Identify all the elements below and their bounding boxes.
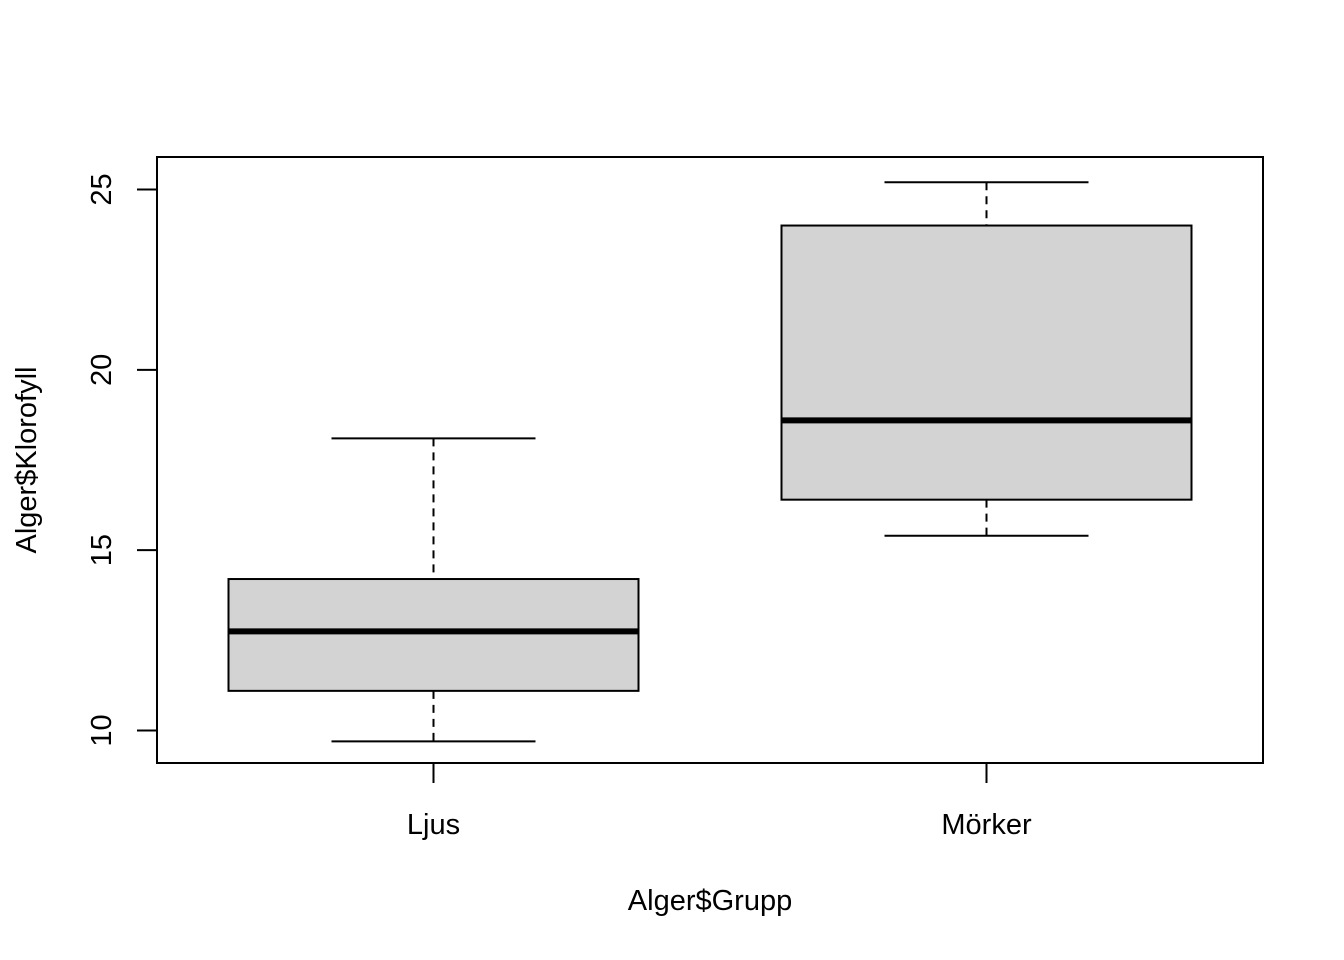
plot-frame — [156, 156, 1264, 764]
y-tick-label-2: 15 — [86, 534, 118, 566]
y-tick-label-3: 20 — [86, 354, 118, 386]
box-1-iqr-rect — [227, 578, 640, 692]
box-marks — [227, 181, 1193, 743]
box-1 — [227, 437, 640, 743]
y-tick-label-1: 10 — [86, 714, 118, 746]
y-axis-title: Alger$Klorofyll — [11, 367, 43, 554]
y-axis: 10 15 20 25 — [86, 173, 157, 747]
x-axis-title: Alger$Grupp — [628, 885, 792, 917]
box-2-iqr-rect — [780, 224, 1193, 501]
x-tick-label-2: Mörker — [941, 809, 1032, 841]
x-tick-label-1: Ljus — [407, 809, 460, 841]
x-axis: Ljus Mörker — [407, 763, 1032, 841]
box-2 — [780, 181, 1193, 537]
y-tick-label-4: 25 — [86, 173, 118, 205]
